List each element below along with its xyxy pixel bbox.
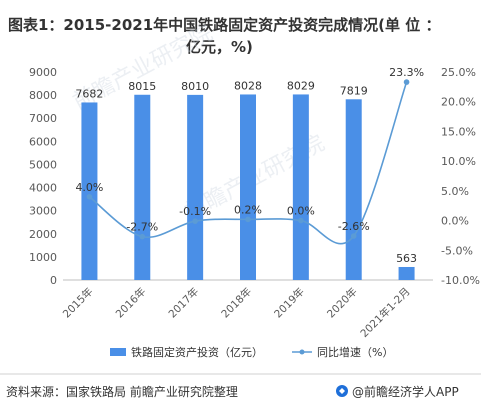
y-left-tick-label: 4000 (29, 182, 57, 195)
bar-6 (398, 266, 415, 280)
y-right-tick-label: 20.0% (441, 96, 476, 109)
legend-line-label: 同比增速（%） (317, 345, 393, 359)
y-right-tick-label: 5.0% (441, 185, 469, 198)
y-right-tick-label: -5.0% (441, 244, 473, 257)
x-tick-label: 2017年 (166, 285, 202, 321)
line-point-2 (192, 218, 198, 224)
brand-signature: @前瞻经济学人APP (336, 384, 459, 399)
y-right-tick-label: 10.0% (441, 155, 476, 168)
source-note: 资料来源：国家铁路局 前瞻产业研究院整理 (6, 384, 238, 399)
line-value-label: 23.3% (389, 66, 424, 79)
y-axis-right: -10.0% -5.0% 0.0% 5.0% 10.0% 15.0% 20.0% 25.0% (441, 66, 480, 287)
bar-value-label: 8015 (128, 80, 156, 93)
brand-text: @前瞻经济学人APP (352, 384, 459, 399)
line-point-3 (245, 216, 251, 223)
brand-logo-mark (339, 388, 345, 394)
line-value-label: 0.2% (234, 203, 262, 216)
bar-5 (345, 99, 362, 280)
x-tick-label: 2018年 (219, 285, 255, 321)
x-tick-label: 2020年 (324, 285, 360, 321)
bar-3 (240, 94, 256, 281)
line-value-label: -0.1% (179, 205, 211, 218)
bar-0 (81, 102, 98, 280)
y-left-tick-label: 7000 (29, 112, 57, 125)
chart-title-line-1: 图表1：2015-2021年中国铁路固定资产投资完成情况(单 位 ： (8, 16, 440, 34)
legend: 铁路固定资产投资（亿元） 同比增速（%） (110, 345, 393, 359)
bar-value-label: 563 (396, 252, 417, 265)
y-right-tick-label: 15.0% (441, 125, 476, 138)
line-series (86, 79, 410, 245)
y-left-tick-label: 6000 (29, 135, 57, 148)
line-point-0 (86, 194, 93, 200)
bar-data-labels: 7682 8015 8010 8028 8029 7819 563 (75, 79, 417, 265)
legend-bar-swatch (110, 348, 126, 356)
legend-line-marker (299, 349, 305, 355)
bar-value-label: 8029 (287, 79, 315, 92)
bar-value-label: 7819 (340, 84, 368, 97)
bar-2 (187, 94, 204, 280)
line-point-1 (139, 233, 146, 240)
bar-value-label: 8010 (181, 80, 209, 93)
line-value-label: -2.6% (338, 220, 370, 233)
bar-4 (292, 94, 309, 280)
chart-title-line-2: 亿元，%) (186, 38, 253, 56)
y-left-tick-label: 3000 (29, 205, 57, 218)
x-tick-label: 2016年 (113, 285, 149, 321)
y-right-tick-label: 25.0% (441, 66, 476, 79)
line-point-4 (298, 217, 304, 224)
y-left-tick-label: 1000 (29, 251, 57, 264)
bar-value-label: 7682 (75, 87, 103, 100)
line-value-label: -2.7% (126, 221, 158, 234)
line-point-5 (350, 233, 357, 239)
legend-bar-label: 铁路固定资产投资（亿元） (131, 345, 263, 359)
line-value-label: 4.0% (75, 181, 103, 194)
bar-1 (134, 94, 151, 281)
y-right-tick-label: -10.0% (441, 274, 480, 287)
y-right-tick-label: 0.0% (441, 215, 469, 228)
y-left-tick-label: 8000 (29, 89, 57, 102)
bar-value-label: 8028 (234, 79, 262, 92)
y-left-tick-label: 9000 (29, 66, 57, 79)
y-left-tick-label: 5000 (29, 158, 57, 171)
line-value-label: 0.0% (287, 205, 315, 218)
line-point-6 (403, 79, 410, 85)
x-tick-label: 2015年 (60, 285, 96, 321)
y-left-tick-label: 0 (50, 274, 57, 287)
y-axis-left: 0 1000 2000 3000 4000 5000 6000 7000 8000 9000 (29, 66, 57, 287)
bar-series (81, 94, 415, 281)
x-tick-label: 2019年 (271, 285, 307, 321)
x-tick-label: 2021年1-2月 (358, 285, 413, 340)
y-left-tick-label: 2000 (29, 228, 57, 241)
line-data-labels: 4.0% -2.7% -0.1% 0.2% 0.0% -2.6% 23.3% (75, 66, 424, 234)
